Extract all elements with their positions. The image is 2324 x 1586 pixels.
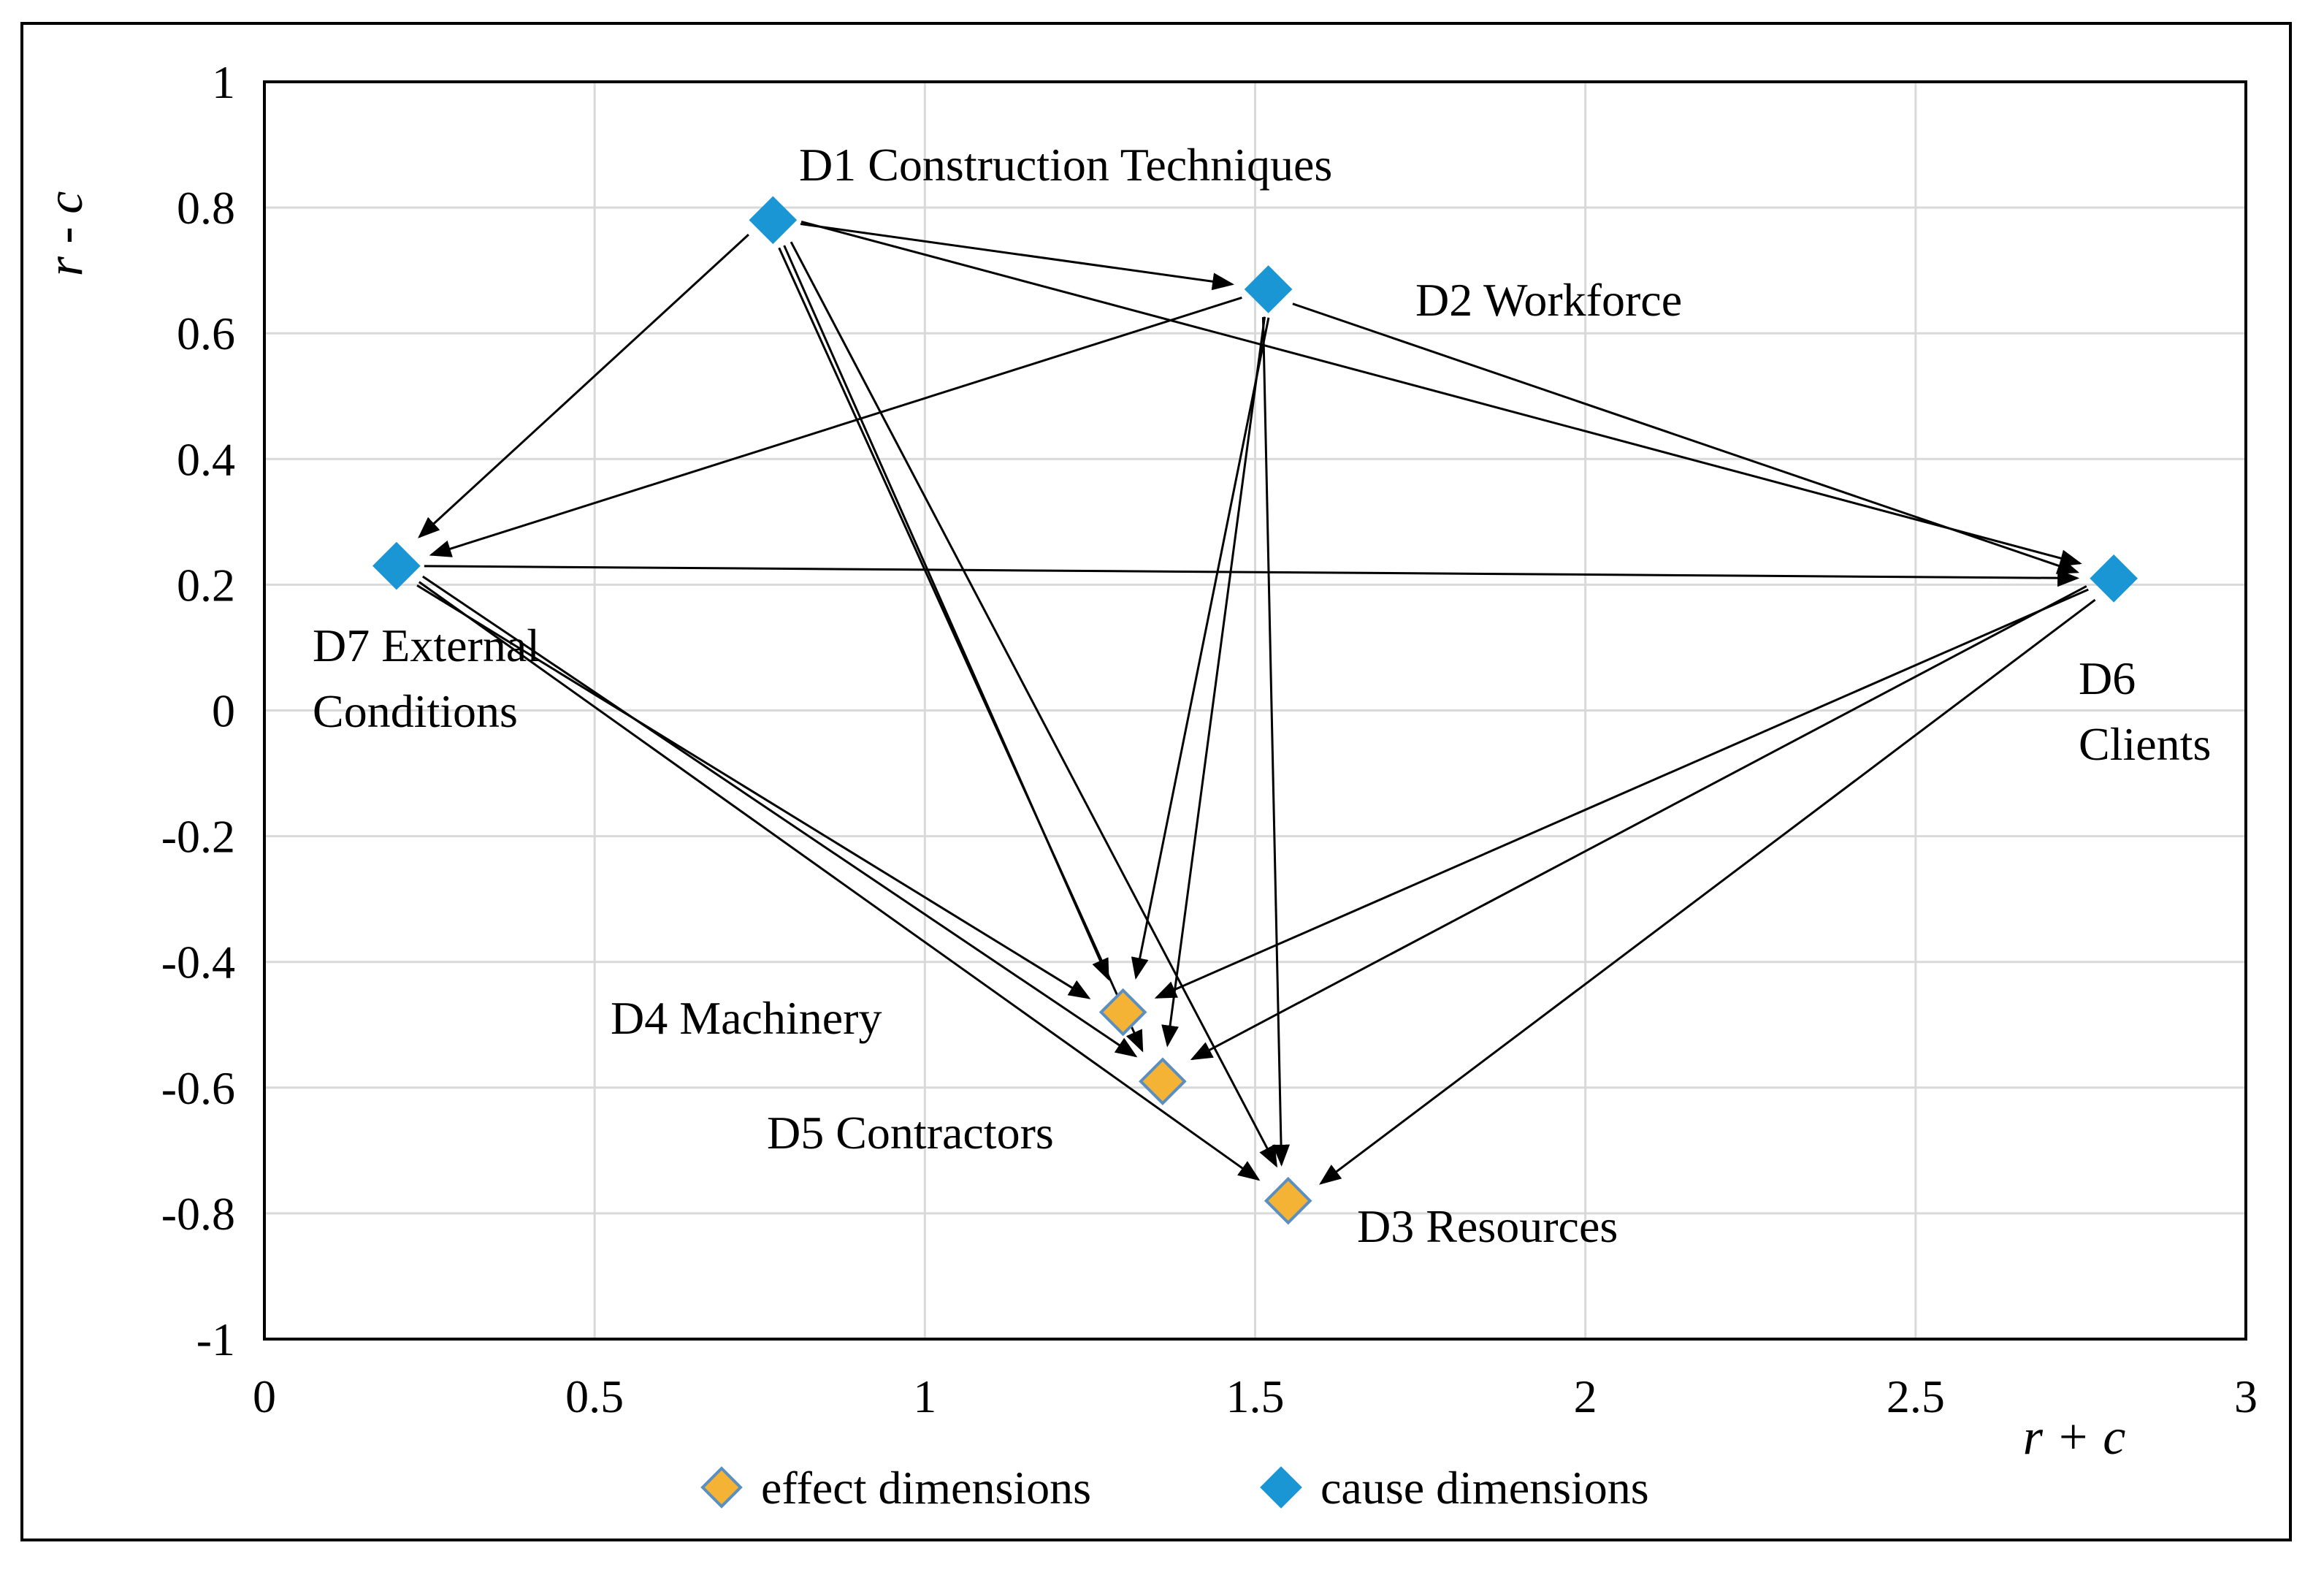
label-d7: Conditions — [313, 685, 518, 737]
y-tick-label: -0.2 — [161, 811, 235, 863]
point-d6 — [2090, 554, 2138, 603]
label-d7: D7 External — [313, 619, 540, 671]
arrow-d7-d4 — [416, 584, 1091, 999]
label-d1: D1 Construction Techniques — [799, 139, 1332, 191]
x-tick-label: 2.5 — [1887, 1370, 1945, 1422]
point-d5 — [1139, 1057, 1187, 1106]
point-d7 — [372, 541, 421, 590]
arrow-d7-d5 — [422, 575, 1138, 1058]
label-d4: D4 Machinery — [611, 992, 882, 1044]
points — [372, 196, 2138, 1225]
y-tick-label: -0.6 — [161, 1062, 235, 1114]
x-tick-label: 1.5 — [1226, 1370, 1285, 1422]
arrow-d1-d6 — [800, 220, 2082, 567]
label-d5: D5 Contractors — [767, 1107, 1054, 1159]
y-tick-label: 1 — [212, 56, 235, 108]
y-tick-label: -0.4 — [161, 937, 235, 988]
legend-marker-cause — [1260, 1466, 1302, 1509]
x-tick-label: 1 — [913, 1370, 936, 1422]
arrow-d7-d6 — [424, 565, 2080, 587]
arrow-d7-d3 — [418, 581, 1261, 1181]
arrow-d6-d3 — [1319, 598, 2096, 1185]
label-d2: D2 Workforce — [1415, 274, 1682, 326]
grid — [264, 82, 2246, 1339]
point-d2 — [1244, 265, 1293, 313]
arrow-d2-d6 — [1292, 302, 2080, 574]
y-tick-label: 0.2 — [177, 559, 235, 611]
x-tick-label: 2 — [1574, 1370, 1597, 1422]
point-labels: D1 Construction Techniques D2 Workforce D3… — [313, 139, 2211, 1252]
legend-label-cause: cause dimensions — [1320, 1462, 1649, 1514]
point-d3 — [1264, 1176, 1312, 1225]
y-tick-label: 0.6 — [177, 308, 235, 359]
y-tick-label: 0 — [212, 685, 235, 737]
arrow-d2-d4 — [1131, 317, 1270, 980]
x-ticks: 0 0.5 1 1.5 2 2.5 3 — [253, 1370, 2258, 1422]
point-d4 — [1098, 988, 1147, 1037]
arrows — [416, 220, 2096, 1185]
arrow-d6-d5 — [1190, 585, 2087, 1061]
x-tick-label: 3 — [2234, 1370, 2258, 1422]
legend: effect dimensions cause dimensions — [700, 1462, 1649, 1514]
x-tick-label: 0 — [253, 1370, 276, 1422]
arrow-d2-d3 — [1261, 317, 1291, 1167]
label-d6: D6 — [2079, 652, 2136, 704]
y-tick-label: 0.8 — [177, 182, 235, 234]
arrow-d1-d3 — [790, 241, 1277, 1168]
arrow-d1-d7 — [418, 234, 749, 538]
label-d3: D3 Resources — [1357, 1200, 1618, 1252]
label-d6: Clients — [2079, 718, 2211, 770]
point-d1 — [749, 196, 798, 245]
arrow-d2-d5 — [1161, 316, 1266, 1048]
plot-area — [263, 80, 2247, 1341]
legend-marker-effect — [700, 1466, 743, 1509]
arrow-d1-d2 — [800, 223, 1235, 291]
figure-frame — [20, 22, 2292, 1541]
x-axis-label: r + c — [2023, 1409, 2126, 1465]
arrow-d6-d4 — [1154, 588, 2089, 999]
arrow-d2-d7 — [429, 297, 1242, 557]
y-tick-label: 0.4 — [177, 433, 235, 485]
y-tick-label: -0.8 — [161, 1188, 235, 1240]
legend-label-effect: effect dimensions — [761, 1462, 1091, 1514]
arrow-d1-d5 — [778, 247, 1144, 1053]
y-ticks: 1 0.8 0.6 0.4 0.2 0 -0.2 -0.4 -0.6 -0.8 -1 — [161, 56, 235, 1365]
y-tick-label: -1 — [196, 1314, 235, 1365]
x-tick-label: 0.5 — [565, 1370, 624, 1422]
y-axis-label: r - c — [37, 191, 93, 277]
